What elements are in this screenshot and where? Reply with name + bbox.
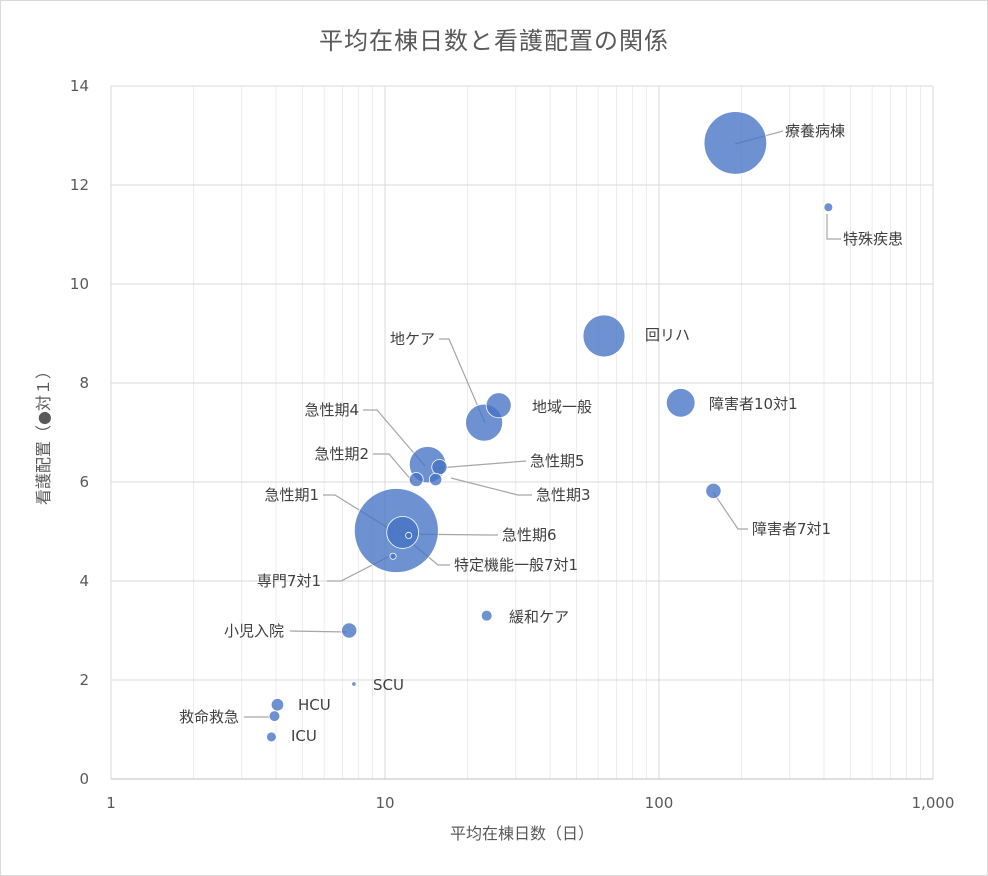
- y-tick-label: 6: [79, 473, 89, 491]
- bubble-point: [386, 516, 420, 549]
- bubble-point: [266, 731, 277, 743]
- data-label: 地域一般: [532, 398, 592, 416]
- chart-title: 平均在棟日数と看護配置の関係: [319, 27, 669, 55]
- leader-line: [826, 214, 841, 240]
- axes: 1 10 100 1,000 0 2 4 6 8 10 12 14: [70, 77, 955, 812]
- bubble-point: [270, 698, 285, 712]
- leader-line: [437, 460, 527, 469]
- data-label: SCU: [373, 676, 404, 694]
- y-tick-label: 12: [70, 176, 89, 194]
- bubble-point: [665, 388, 696, 418]
- x-tick-label: 10: [375, 794, 394, 812]
- leader-line: [450, 477, 532, 496]
- data-label: 救命救急: [179, 708, 239, 726]
- bubble-point: [582, 314, 626, 358]
- x-tick-label: 1,000: [912, 794, 955, 812]
- bubble-point: [823, 202, 834, 213]
- data-label: 地ケア: [390, 330, 435, 348]
- bubble-point: [431, 459, 448, 476]
- bubble-point: [408, 472, 424, 487]
- leader-line: [373, 453, 413, 482]
- bubble-point: [341, 622, 358, 639]
- x-axis-title: 平均在棟日数（日）: [450, 824, 594, 843]
- x-tick-label: 100: [645, 794, 674, 812]
- data-label: 障害者7対1: [752, 520, 831, 538]
- data-label: ICU: [291, 727, 317, 745]
- y-tick-label: 14: [70, 77, 89, 95]
- gridlines: [110, 85, 934, 780]
- y-tick-label: 8: [79, 374, 89, 392]
- y-tick-label: 4: [79, 572, 89, 590]
- data-label: 回リハ: [645, 326, 690, 344]
- data-label: 急性期1: [264, 486, 319, 504]
- leader-line: [289, 630, 348, 633]
- bubble-point: [480, 609, 493, 622]
- y-tick-label: 0: [79, 770, 89, 788]
- data-label: 急性期4: [304, 401, 359, 419]
- leader-line: [712, 491, 748, 530]
- data-label: 特殊疾患: [843, 230, 903, 248]
- bubble-point: [351, 681, 357, 687]
- bubble-point: [705, 482, 722, 499]
- data-label: 急性期2: [314, 445, 369, 463]
- leader-line: [363, 409, 426, 467]
- data-label: 障害者10対1: [709, 395, 798, 413]
- data-label: 特定機能一般7対1: [454, 556, 578, 574]
- y-tick-label: 2: [79, 671, 89, 689]
- y-tick-label: 10: [70, 275, 89, 293]
- bubble-point: [268, 710, 281, 722]
- data-label: 小児入院: [224, 622, 284, 640]
- data-label: HCU: [298, 696, 331, 714]
- bubble-point: [405, 531, 413, 539]
- data-label: 療養病棟: [785, 122, 845, 140]
- data-label: 急性期5: [530, 452, 585, 470]
- data-label: 緩和ケア: [509, 608, 569, 626]
- bubble-point: [703, 111, 768, 175]
- bubbles: [266, 111, 834, 743]
- leader-lines: [244, 130, 841, 718]
- y-axis-title: 看護配置（●対１）: [34, 363, 53, 505]
- data-label: 専門7対1: [257, 572, 321, 590]
- bubble-point: [428, 472, 443, 487]
- data-label: 急性期6: [502, 526, 557, 544]
- x-tick-label: 1: [106, 794, 116, 812]
- data-label: 急性期3: [536, 486, 591, 504]
- bubble-point: [389, 552, 397, 560]
- leader-line: [439, 338, 486, 424]
- bubble-point: [485, 392, 512, 419]
